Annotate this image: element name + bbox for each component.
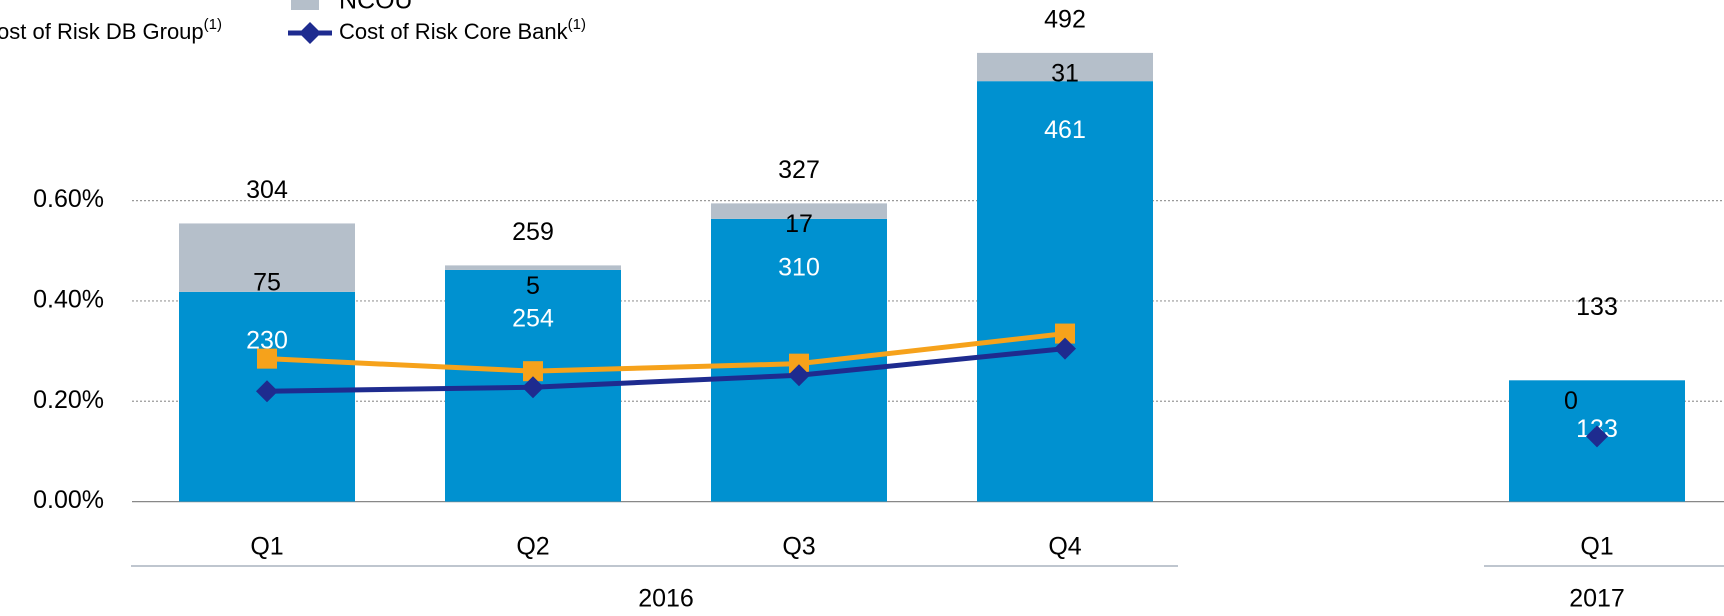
legend-label: Cost of Risk Core Bank(1) — [339, 16, 586, 44]
marker — [257, 348, 277, 369]
line — [266, 346, 1066, 394]
group-label: 2016 — [638, 585, 694, 613]
total-label: 492 — [1044, 6, 1086, 34]
footnote-marker: (1) — [204, 16, 222, 33]
data-label: 75 — [253, 268, 281, 296]
x-tick-label: Q2 — [516, 533, 549, 561]
data-label: 31 — [1051, 60, 1079, 88]
legend-label: NCOU — [339, 0, 413, 15]
legend-text: Cost of Risk DB Group — [0, 19, 204, 44]
marker — [1055, 323, 1075, 344]
marker — [523, 361, 543, 382]
y-tick-label: 0.40% — [33, 286, 104, 314]
total-label: 259 — [512, 218, 554, 246]
data-label: 0 — [1564, 387, 1578, 415]
x-tick-label: Q1 — [250, 533, 283, 561]
x-tick-label: Q3 — [782, 533, 815, 561]
marker — [522, 376, 544, 399]
legend-text: Cost of Risk Core Bank — [339, 19, 569, 44]
y-tick-label: 0.00% — [33, 486, 104, 514]
bar-segment — [977, 52, 1153, 82]
legend-label: Cost of Risk DB Group(1) — [0, 16, 222, 44]
line — [266, 331, 1066, 374]
bar-segment — [977, 81, 1153, 502]
total-label: 304 — [246, 176, 288, 204]
data-label: 5 — [526, 272, 540, 300]
marker — [788, 364, 810, 387]
marker — [1586, 425, 1608, 448]
marker — [1054, 337, 1076, 360]
data-label: 310 — [778, 253, 820, 281]
legend-swatch — [291, 0, 319, 10]
data-label: 254 — [512, 305, 554, 333]
x-tick-label: Q4 — [1048, 533, 1081, 561]
data-label: 17 — [785, 210, 813, 238]
x-tick-label: Q1 — [1580, 533, 1613, 561]
marker — [256, 380, 278, 403]
bar-segment — [179, 223, 355, 292]
marker — [789, 353, 809, 374]
bar-segment — [445, 265, 621, 270]
legend-marker — [299, 22, 321, 44]
data-label: 461 — [1044, 116, 1086, 144]
total-label: 133 — [1576, 293, 1618, 321]
total-label: 327 — [778, 156, 820, 184]
bar-segment — [711, 203, 887, 219]
y-tick-label: 0.60% — [33, 185, 104, 213]
footnote-marker: (1) — [568, 16, 586, 33]
y-tick-label: 0.20% — [33, 386, 104, 414]
group-label: 2017 — [1569, 585, 1625, 613]
